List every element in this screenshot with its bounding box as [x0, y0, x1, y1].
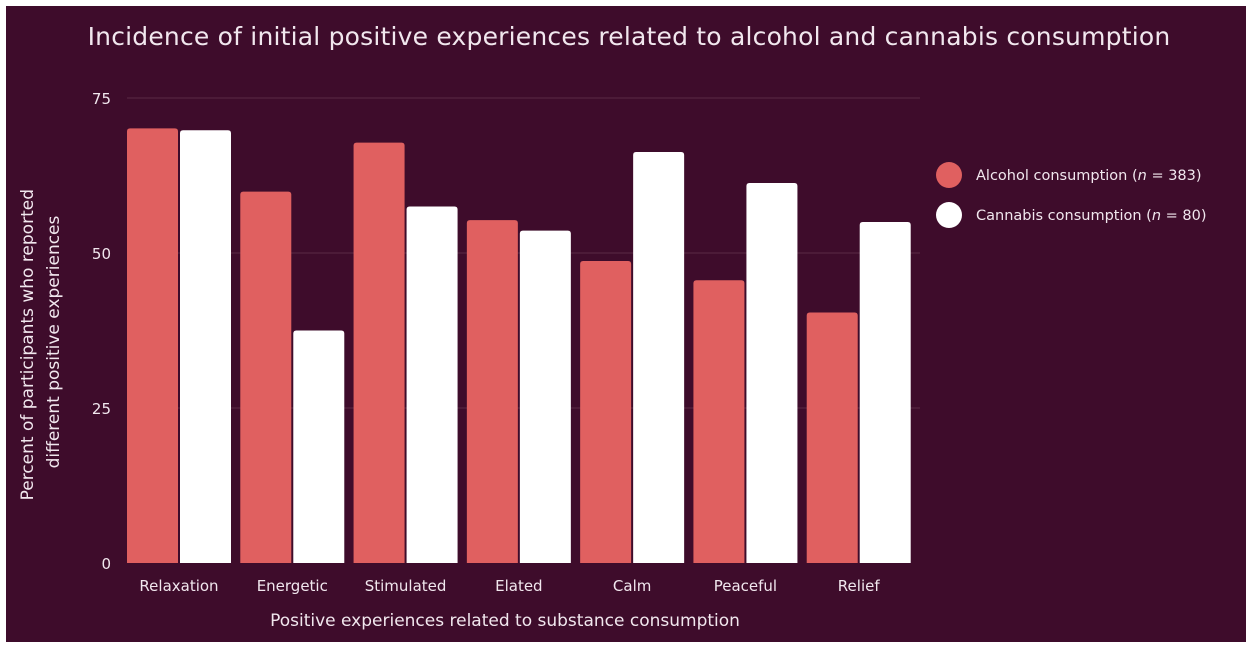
bar-alcohol — [353, 142, 405, 563]
bar-alcohol — [580, 261, 632, 563]
legend-label-alcohol: Alcohol consumption (n = 383) — [976, 168, 1202, 184]
y-tick-label: 25 — [92, 400, 111, 418]
bar-cannabis — [519, 230, 571, 563]
bar-alcohol — [466, 220, 518, 563]
x-tick-label: Calm — [613, 577, 651, 595]
y-tick-label: 75 — [92, 90, 111, 108]
x-tick-label: Elated — [495, 577, 542, 595]
bar-cannabis — [746, 182, 798, 563]
x-axis-title: Positive experiences related to substanc… — [270, 611, 740, 631]
legend-item-alcohol: Alcohol consumption (n = 383) — [936, 162, 1202, 188]
y-axis-title-line-2: different positive experiences — [44, 215, 64, 468]
bar-cannabis — [293, 330, 345, 563]
x-tick-label: Relief — [838, 577, 881, 595]
legend-swatch-alcohol — [936, 162, 962, 188]
bar-cannabis — [859, 222, 911, 563]
bar-cannabis — [180, 130, 231, 564]
y-tick-label: 0 — [101, 555, 111, 573]
legend-swatch-cannabis — [936, 202, 962, 228]
x-tick-labels: Relaxation Energetic Stimulated Elated Calm P… — [139, 577, 880, 595]
y-axis-title-line-1: Percent of participants who reported — [18, 189, 38, 500]
x-tick-label: Stimulated — [365, 577, 447, 595]
x-tick-label: Energetic — [257, 577, 328, 595]
bar-alcohol — [806, 312, 858, 563]
bar-cannabis — [633, 151, 685, 563]
legend: Alcohol consumption (n = 383) Cannabis c… — [936, 162, 1207, 228]
legend-label-cannabis: Cannabis consumption (n = 80) — [976, 208, 1207, 224]
bar-cannabis — [406, 206, 458, 563]
y-tick-labels: 0 25 50 75 — [92, 90, 111, 573]
bar-alcohol — [693, 280, 745, 563]
x-tick-label: Peaceful — [714, 577, 777, 595]
legend-item-cannabis: Cannabis consumption (n = 80) — [936, 202, 1207, 228]
bar-alcohol — [240, 191, 292, 563]
chart-title: Incidence of initial positive experience… — [88, 22, 1171, 51]
bars — [127, 128, 911, 564]
x-tick-label: Relaxation — [139, 577, 218, 595]
y-axis-title: Percent of participants who reported dif… — [18, 184, 64, 501]
y-tick-label: 50 — [92, 245, 111, 263]
bar-alcohol — [127, 128, 178, 563]
